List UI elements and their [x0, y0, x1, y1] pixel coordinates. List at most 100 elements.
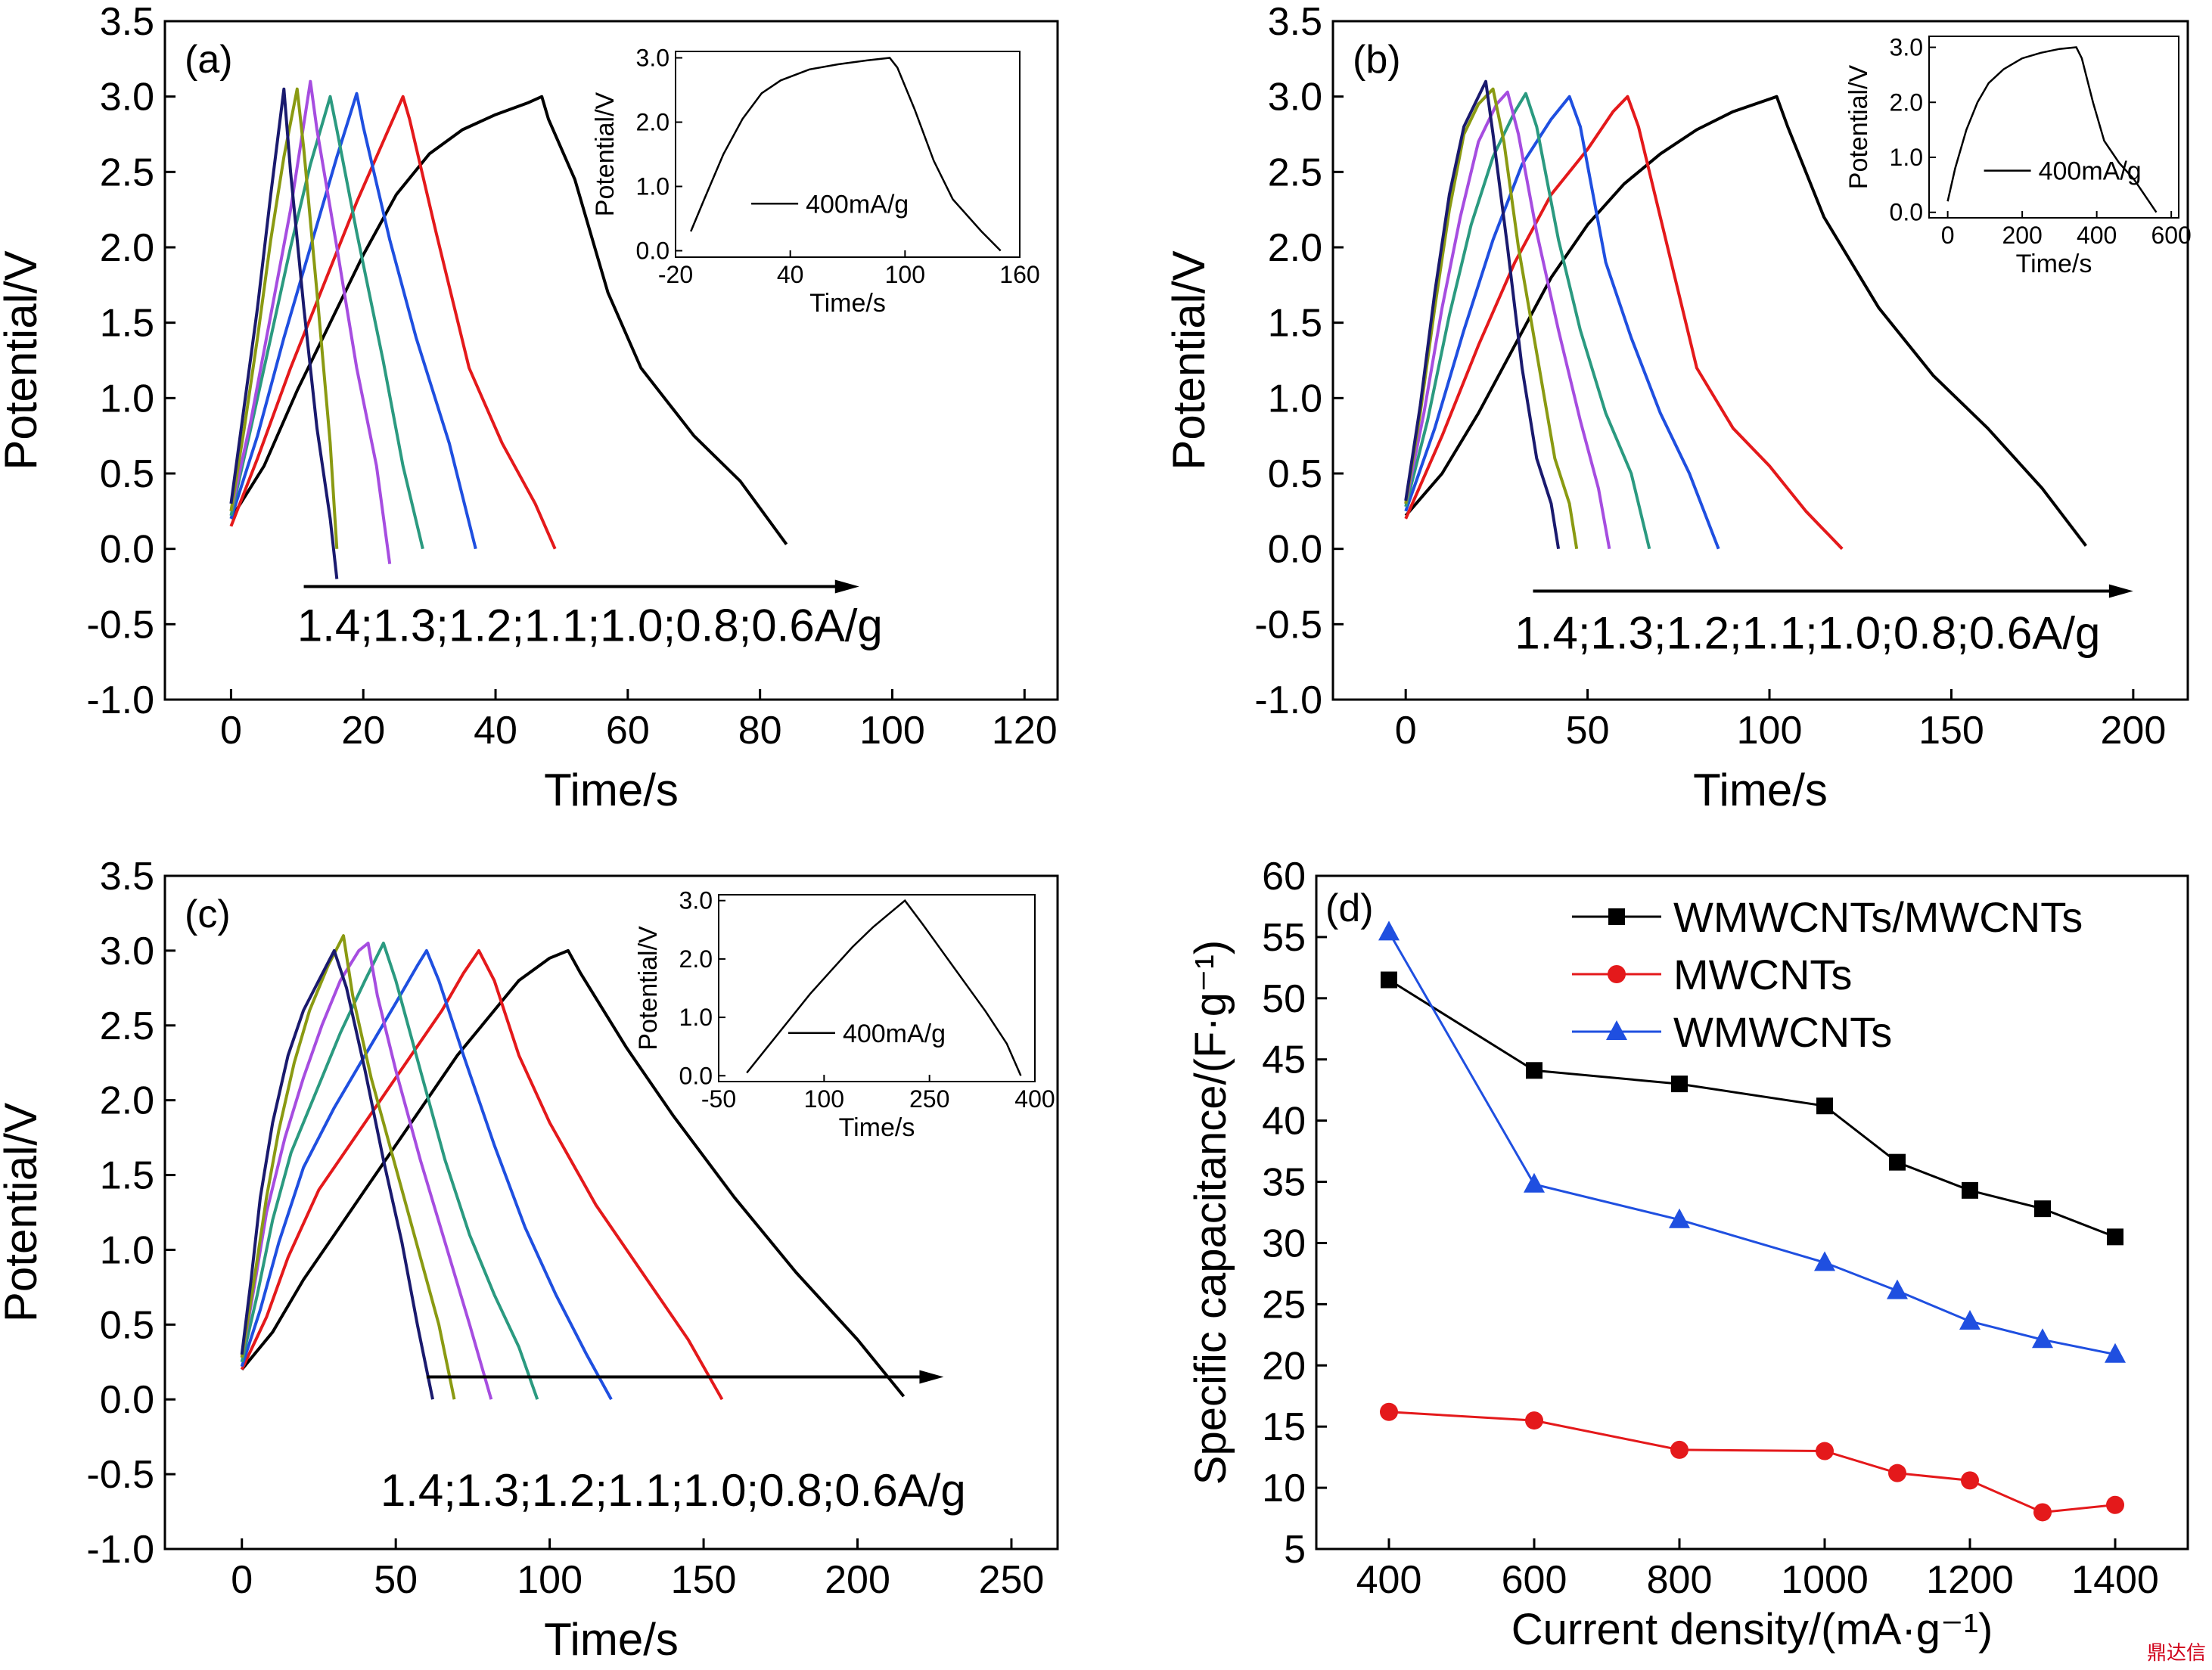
y-tick-label: 0.0 — [100, 1378, 154, 1422]
marker-circle — [2106, 1495, 2124, 1514]
y-axis-label: Potential/V — [0, 1103, 46, 1322]
x-tick-label: 600 — [1502, 1558, 1567, 1602]
inset-frame — [718, 894, 1036, 1082]
axes-frame-c — [163, 874, 1059, 1550]
legend-label: MWCNTs — [1673, 951, 1852, 998]
series-line-1.4A-g — [1404, 79, 1561, 550]
inset-frame — [1928, 36, 2179, 219]
marker-square — [1671, 1076, 1688, 1093]
y-axis-label: Potential/V — [1163, 250, 1214, 470]
x-tick-label: 200 — [825, 1558, 890, 1602]
panel-b: 0 50 100 150 200 -1.0 -0.5 0.0 0.5 1.0 1.5 2.0 2.5 3.… — [1163, 0, 2192, 815]
x-tick-label: 50 — [374, 1558, 418, 1602]
marker-square — [1608, 908, 1625, 925]
legend-label: WMWCNTs — [1673, 1008, 1892, 1056]
inset-x-tick-label: 400 — [2077, 222, 2117, 249]
x-tick-label: 80 — [738, 709, 782, 753]
x-tick-label: 400 — [1356, 1558, 1422, 1602]
marker-circle — [1525, 1411, 1543, 1430]
inset-x-tick-label: 0 — [1941, 222, 1955, 249]
marker-triangle — [1814, 1251, 1835, 1271]
panel-d: 400 600 800 1000 1200 1400 5 10 15 20 25 30 35 40 45 50… — [1186, 855, 2189, 1654]
inset-series-line — [690, 57, 1002, 252]
inset-x-tick-label: 40 — [777, 261, 804, 288]
series-line-0.6A-g — [229, 95, 788, 545]
inset-x-tick-label: -20 — [658, 261, 693, 288]
marker-circle — [1380, 1402, 1398, 1421]
inset-y-tick-label: 0.0 — [636, 237, 670, 265]
y-tick-label: 0.5 — [1268, 452, 1322, 496]
series-line-1.2A-g — [229, 79, 392, 564]
inset-y-tick-label: 2.0 — [636, 109, 670, 136]
series-line-1.1A-g — [229, 95, 424, 550]
inset-x-tick-label: 100 — [885, 261, 925, 288]
x-tick-label: 120 — [992, 709, 1058, 753]
x-tick-label: 1400 — [2071, 1558, 2159, 1602]
series-line-0.6A-g — [1404, 95, 2087, 547]
y-tick-label: 15 — [1262, 1405, 1306, 1449]
y-tick-label: 30 — [1262, 1221, 1306, 1265]
series-line-MWCNTs — [1388, 1411, 2116, 1514]
y-tick-label: 1.5 — [100, 302, 154, 346]
inset-legend-label: 400mA/g — [806, 190, 909, 219]
inset-y-axis-label: Potential/V — [634, 926, 663, 1051]
x-tick-label: 150 — [671, 1558, 737, 1602]
y-tick-label: 25 — [1262, 1283, 1306, 1327]
y-tick-label: -0.5 — [86, 1453, 154, 1497]
series-line-1.4A-g — [240, 948, 434, 1400]
marker-triangle — [1887, 1279, 1908, 1299]
inset-legend-label: 400mA/g — [2039, 157, 2142, 186]
arrow-head — [2108, 584, 2133, 598]
y-tick-label: 1.5 — [100, 1154, 154, 1198]
panel-label: (d) — [1325, 886, 1374, 930]
inset-y-axis-label: Potential/V — [1844, 64, 1873, 189]
y-tick-label: 3.5 — [100, 855, 154, 899]
y-tick-label: 35 — [1262, 1161, 1306, 1205]
y-tick-label: 0.5 — [100, 1303, 154, 1347]
inset-series-line — [1946, 46, 2158, 213]
marker-triangle — [1524, 1172, 1545, 1193]
inset-series-line — [746, 899, 1022, 1076]
inset-y-tick-label: 1.0 — [1890, 144, 1923, 171]
inset-y-tick-label: 3.0 — [636, 45, 670, 72]
legend-label: WMWCNTs/MWCNTs — [1673, 893, 2083, 941]
inset-frame — [675, 51, 1021, 258]
x-tick-label: 0 — [220, 709, 242, 753]
y-tick-label: 60 — [1262, 855, 1306, 899]
panel-label: (b) — [1353, 38, 1401, 82]
marker-circle — [1888, 1464, 1906, 1482]
marker-triangle — [2105, 1343, 2126, 1363]
panel-label: (c) — [185, 892, 231, 936]
y-tick-label: 2.0 — [1268, 226, 1322, 270]
series-line-0.6A-g — [241, 948, 906, 1398]
inset-y-tick-label: 0.0 — [1890, 199, 1923, 226]
series-line-0.8A-g — [240, 948, 724, 1401]
x-axis-label: Current density/(mA·g⁻¹) — [1511, 1605, 1993, 1654]
marker-circle — [1816, 1442, 1834, 1460]
axes-frame-b — [1331, 20, 2189, 701]
series-line-0.8A-g — [229, 95, 557, 550]
arrow-head — [834, 579, 859, 594]
series-line-1.2A-g — [240, 942, 493, 1400]
marker-triangle — [1378, 920, 1400, 941]
inset-y-axis-label: Potential/V — [591, 92, 620, 216]
y-tick-label: 5 — [1284, 1528, 1306, 1572]
inset-x-tick-label: 200 — [2002, 222, 2042, 249]
panel-c: 0 50 100 150 200 250 -1.0 -0.5 0.0 0.5 1.0 1.5 2.0 2.… — [0, 855, 1059, 1665]
marker-square — [1381, 971, 1397, 989]
inset-y-tick-label: 1.0 — [636, 173, 670, 200]
x-tick-label: 100 — [859, 709, 925, 753]
x-tick-label: 250 — [979, 1558, 1045, 1602]
x-tick-label: 50 — [1566, 709, 1610, 753]
y-tick-label: 10 — [1262, 1467, 1306, 1510]
y-tick-label: 45 — [1262, 1038, 1306, 1082]
y-tick-label: 0.0 — [100, 528, 154, 572]
series-line-WMWCNTs-MWCNTs — [1388, 979, 2116, 1238]
inset-x-tick-label: 400 — [1014, 1085, 1055, 1113]
series-line-0.8A-g — [1404, 95, 1844, 551]
marker-circle — [2033, 1503, 2052, 1522]
y-tick-label: -1.0 — [86, 1528, 154, 1572]
inset-x-axis-label: Time/s — [839, 1113, 915, 1142]
y-axis-label: Potential/V — [0, 250, 46, 470]
y-tick-label: -0.5 — [86, 603, 154, 647]
